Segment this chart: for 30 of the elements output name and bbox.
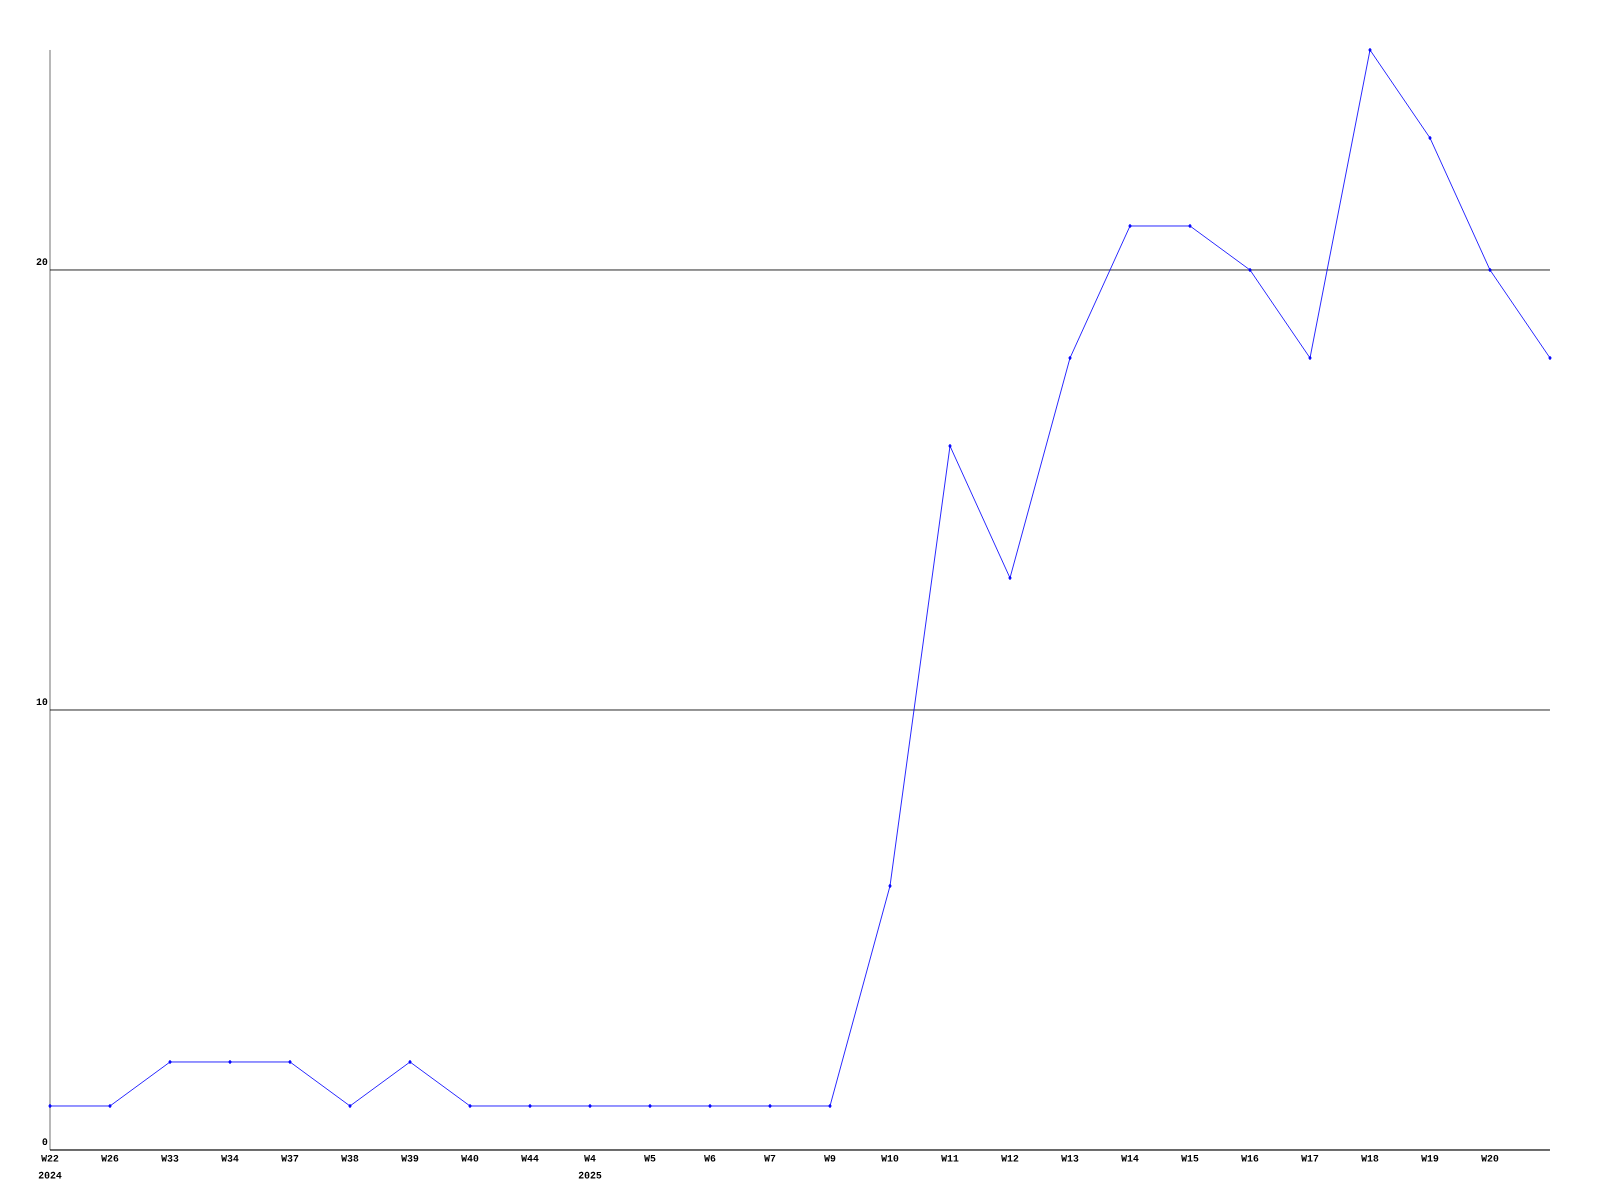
x-tick-label: W16: [1241, 1154, 1259, 1162]
x-tick-label: W38: [341, 1154, 359, 1162]
x-tick-label: W7: [764, 1154, 776, 1162]
x-tick-label: W11: [941, 1154, 959, 1162]
x-tick-label: W22: [41, 1154, 59, 1162]
y-tick-label: 10: [36, 698, 48, 706]
x-tick-label: W9: [824, 1154, 836, 1162]
x-tick-label: W40: [461, 1154, 479, 1162]
x-tick-label: W18: [1361, 1154, 1379, 1162]
text: 2024: [38, 1171, 62, 1179]
x-tick-label: W10: [881, 1154, 899, 1162]
x-tick-label: W5: [644, 1154, 656, 1162]
x-tick-label: W19: [1421, 1154, 1439, 1162]
x-tick-label: W34: [221, 1154, 239, 1162]
x-tick-label: W44: [521, 1154, 539, 1162]
x-tick-label: W4: [584, 1154, 596, 1162]
x-tick-label: W6: [704, 1154, 716, 1162]
x-tick-label: W39: [401, 1154, 419, 1162]
x-tick-label: W37: [281, 1154, 299, 1162]
y-tick-label: 20: [36, 258, 48, 266]
x-tick-label: W15: [1181, 1154, 1199, 1162]
x-tick-label: W14: [1121, 1154, 1139, 1162]
x-tick-label: W13: [1061, 1154, 1079, 1162]
text: 2025: [578, 1171, 602, 1179]
x-tick-label: W33: [161, 1154, 179, 1162]
y-tick-label: 0: [42, 1138, 48, 1146]
x-tick-label: W20: [1481, 1154, 1499, 1162]
x-tick-label: W12: [1001, 1154, 1019, 1162]
x-tick-label: W26: [101, 1154, 119, 1162]
x-tick-label: W17: [1301, 1154, 1319, 1162]
